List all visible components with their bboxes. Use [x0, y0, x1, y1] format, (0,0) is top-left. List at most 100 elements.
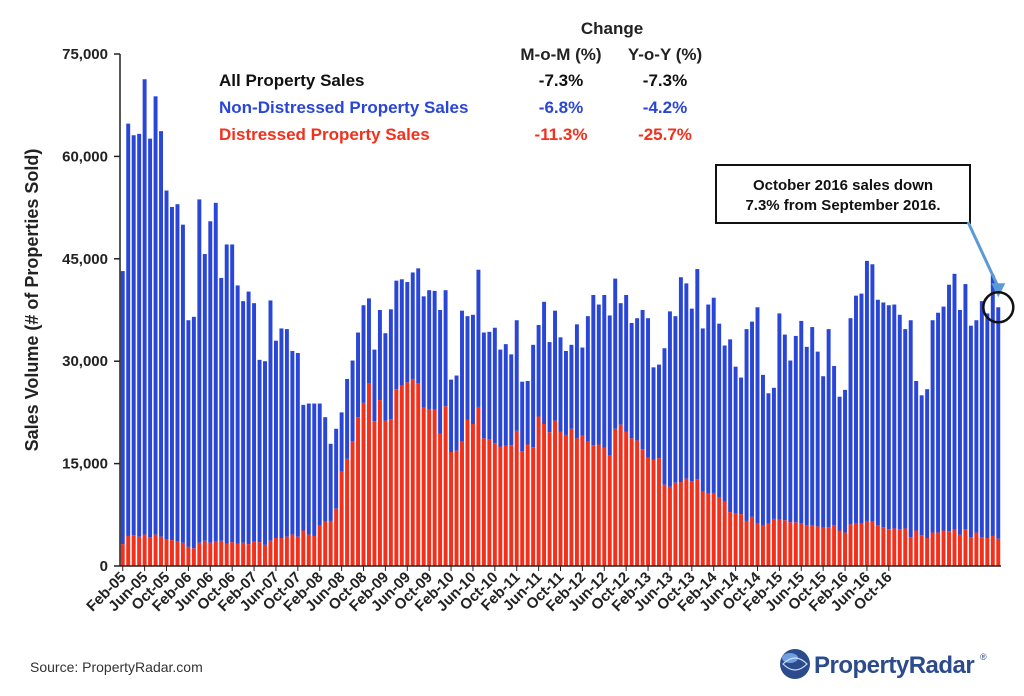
globe-icon-meridian — [782, 657, 808, 671]
bar-non-distressed — [339, 412, 344, 472]
bar-distressed — [416, 383, 421, 566]
bar-distressed — [689, 481, 694, 566]
bar-distressed — [241, 542, 246, 566]
bar-distressed — [793, 522, 798, 566]
bar-distressed — [399, 385, 404, 566]
bar-distressed — [197, 542, 202, 566]
x-axis: Feb-05Jun-05Oct-05Feb-06Jun-06Oct-06Feb-… — [83, 565, 1001, 615]
bar-distressed — [263, 544, 267, 566]
bar-non-distressed — [131, 135, 136, 536]
bar-non-distressed — [843, 389, 848, 533]
bar-non-distressed — [553, 310, 557, 421]
bar-distressed — [810, 525, 815, 566]
bar-non-distressed — [941, 306, 946, 531]
bar-non-distressed — [525, 381, 530, 445]
bar-distressed — [892, 528, 897, 566]
globe-icon-highlight — [782, 653, 798, 663]
bar-distressed — [148, 537, 153, 566]
bar-distressed — [273, 538, 278, 566]
bar-distressed — [624, 431, 629, 566]
bar-distressed — [180, 542, 185, 566]
bar-non-distressed — [367, 298, 371, 384]
brand-name: PropertyRadar — [814, 652, 974, 679]
bar-non-distressed — [580, 347, 585, 436]
bar-distressed — [936, 532, 941, 566]
bar-non-distressed — [925, 389, 930, 539]
bar-distressed — [191, 548, 196, 566]
bar-non-distressed — [618, 303, 623, 425]
bar-non-distressed — [175, 204, 180, 542]
bar-distressed — [213, 541, 218, 566]
bar-distressed — [574, 438, 579, 566]
bar-non-distressed — [750, 321, 754, 517]
y-tick-label: 15,000 — [62, 456, 108, 473]
bar-group — [120, 79, 1001, 566]
bar-distressed — [750, 516, 754, 566]
bar-distressed — [848, 524, 853, 566]
bar-distressed — [328, 520, 333, 566]
bar-distressed — [153, 534, 158, 566]
bar-non-distressed — [947, 284, 951, 532]
bar-distressed — [733, 513, 738, 566]
y-tick-label: 0 — [100, 558, 108, 575]
bar-non-distressed — [191, 316, 196, 549]
bar-non-distressed — [164, 190, 169, 540]
bar-non-distressed — [848, 318, 853, 525]
bar-distressed — [514, 430, 519, 566]
legend-row-mom: -11.3% — [535, 125, 588, 144]
bar-distressed — [509, 445, 514, 566]
bar-non-distressed — [897, 314, 902, 530]
bar-non-distressed — [279, 328, 284, 539]
bar-distressed — [361, 402, 366, 566]
bar-distressed — [230, 542, 235, 566]
bar-distressed — [377, 400, 382, 566]
bar-distressed — [443, 406, 448, 566]
bar-non-distressed — [596, 304, 601, 445]
bar-non-distressed — [197, 199, 202, 543]
bar-non-distressed — [761, 374, 765, 526]
bar-non-distressed — [990, 275, 995, 536]
bar-non-distressed — [689, 308, 694, 482]
bar-distressed — [454, 450, 459, 566]
bar-distressed — [301, 530, 306, 566]
bar-non-distressed — [744, 329, 749, 521]
bar-non-distressed — [432, 290, 437, 410]
bar-non-distressed — [438, 310, 443, 434]
bar-distressed — [186, 546, 191, 566]
legend-row-label: Distressed Property Sales — [219, 125, 430, 144]
bar-distressed — [427, 408, 432, 566]
bar-non-distressed — [957, 310, 962, 535]
bar-non-distressed — [454, 375, 459, 451]
bar-non-distressed — [624, 294, 629, 432]
bar-distressed — [700, 491, 705, 566]
bar-distressed — [569, 428, 574, 566]
bar-non-distressed — [284, 329, 289, 537]
bar-distressed — [339, 471, 344, 566]
bar-non-distressed — [142, 79, 147, 535]
bar-distressed — [788, 522, 793, 566]
bar-non-distressed — [602, 294, 607, 448]
bar-distressed — [957, 534, 962, 566]
bar-non-distressed — [421, 296, 426, 408]
bar-non-distressed — [443, 290, 448, 407]
bar-distressed — [640, 449, 645, 566]
bar-distressed — [782, 520, 787, 566]
bar-distressed — [257, 542, 262, 566]
bar-distressed — [295, 536, 300, 566]
bar-non-distressed — [503, 344, 508, 446]
bar-non-distressed — [859, 293, 864, 524]
bar-distressed — [646, 457, 651, 566]
bar-distressed — [170, 540, 174, 566]
bar-distressed — [596, 444, 601, 566]
bar-distressed — [334, 508, 339, 566]
bar-distressed — [405, 382, 410, 566]
bar-distressed — [990, 535, 995, 566]
bar-non-distressed — [815, 351, 820, 527]
bar-distressed — [799, 522, 804, 566]
bar-non-distressed — [788, 360, 793, 523]
bar-non-distressed — [520, 381, 525, 452]
bar-distressed — [870, 521, 875, 566]
bar-non-distressed — [498, 349, 503, 447]
bar-non-distressed — [252, 303, 257, 542]
